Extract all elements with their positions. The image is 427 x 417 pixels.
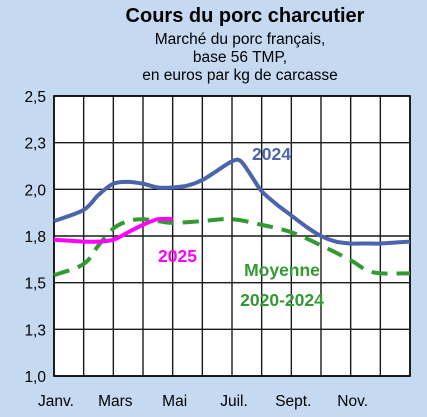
series-label-moyenne-2020-2024: 2020-2024 bbox=[240, 290, 324, 310]
y-tick-label: 1,3 bbox=[24, 322, 46, 339]
chart-title: Cours du porc charcutier bbox=[126, 5, 365, 27]
series-label-moyenne-2020-2024: Moyenne bbox=[244, 260, 320, 280]
chart-subtitle-line-1: Marché du porc français, bbox=[155, 31, 326, 48]
series-line-2024 bbox=[53, 157, 411, 246]
series-label-2024: 2024 bbox=[252, 144, 291, 164]
series-line-moyenne-2020-2024 bbox=[53, 217, 411, 278]
series-label-2025: 2025 bbox=[158, 246, 197, 266]
plot-area: 1,0 1,3 1,5 1,8 2,0 2,3 2,5 Janv. Mars Mai Juil. Se… bbox=[24, 89, 411, 410]
y-tick-label: 2,5 bbox=[24, 89, 46, 106]
chart-subtitle-line-3: en euros par kg de carcasse bbox=[142, 67, 338, 84]
x-tick-label: Sept. bbox=[275, 393, 311, 410]
y-tick-label: 1,0 bbox=[24, 369, 46, 386]
chart-subtitle-line-2: base 56 TMP, bbox=[193, 49, 287, 66]
y-tick-label: 1,5 bbox=[24, 276, 46, 293]
y-tick-label: 2,0 bbox=[24, 182, 46, 199]
x-tick-label: Nov. bbox=[337, 393, 368, 410]
x-tick-label: Mai bbox=[162, 393, 187, 410]
y-tick-label: 2,3 bbox=[24, 136, 46, 153]
series-line-2025 bbox=[53, 216, 173, 244]
x-tick-label: Janv. bbox=[38, 393, 74, 410]
x-tick-label: Juil. bbox=[220, 393, 248, 410]
plot-frame bbox=[53, 95, 411, 377]
y-tick-label: 1,8 bbox=[24, 229, 46, 246]
x-tick-label: Mars bbox=[98, 393, 133, 410]
